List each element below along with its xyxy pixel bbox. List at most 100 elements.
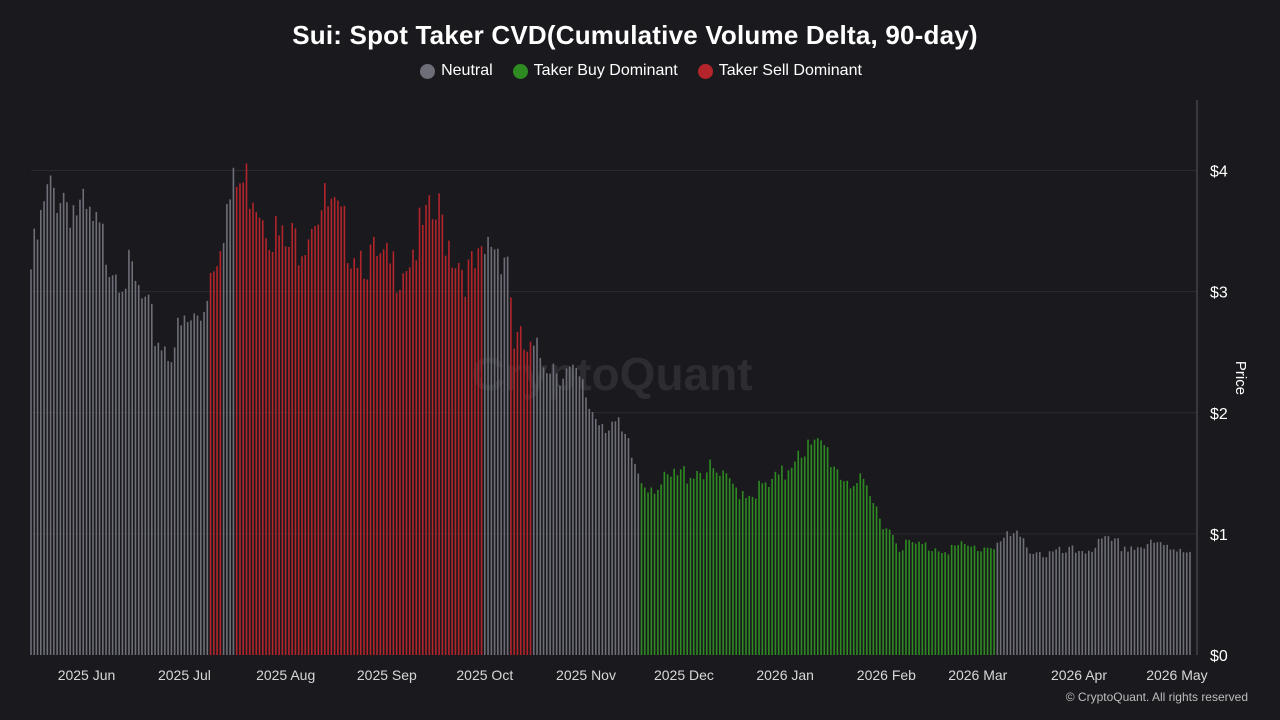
price-bar: [271, 251, 274, 655]
price-bar: [905, 539, 907, 655]
price-bar: [506, 256, 509, 655]
price-bar: [454, 268, 457, 655]
price-bar: [98, 222, 101, 655]
price-bar: [630, 457, 633, 655]
price-bar: [343, 205, 346, 655]
price-bar: [95, 211, 98, 655]
price-bar: [741, 491, 744, 655]
price-bar: [764, 482, 767, 655]
legend-dot-neutral: [420, 63, 436, 79]
price-bar: [373, 236, 375, 655]
legend-label-sell: Taker Sell Dominant: [718, 62, 862, 79]
price-bar: [699, 472, 702, 655]
price-bar: [444, 255, 447, 655]
price-bar: [337, 200, 339, 656]
price-bar: [803, 456, 806, 655]
x-tick-label: 2026 Apr: [1051, 667, 1107, 683]
axes: $0 $1 $2 $3 $4 Price 2025 Jun 2025 Jul 2025 Aug 2…: [58, 100, 1249, 683]
price-bar: [663, 471, 666, 655]
price-bar: [859, 473, 862, 655]
price-bar: [754, 498, 757, 655]
price-bar: [134, 280, 137, 655]
price-bar: [823, 445, 826, 655]
price-bar: [128, 249, 130, 655]
price-bar: [1110, 540, 1113, 655]
y-tick-label: $0: [1210, 648, 1228, 665]
price-bar: [572, 364, 574, 655]
price-bar: [229, 199, 231, 656]
price-bar: [826, 447, 829, 655]
price-bar: [529, 341, 532, 655]
price-bar: [291, 222, 293, 655]
x-tick-label: 2026 May: [1146, 667, 1207, 683]
price-bar: [885, 528, 888, 655]
price-bar: [797, 450, 800, 655]
price-bar: [46, 184, 49, 655]
price-bar: [118, 292, 120, 655]
price-bar: [415, 260, 418, 655]
price-bar: [1140, 547, 1142, 655]
grid-lines: [31, 170, 1197, 535]
price-bar: [813, 439, 816, 655]
price-bar: [1029, 553, 1031, 655]
price-bar: [950, 544, 953, 655]
legend: Neutral Taker Buy Dominant Taker Sell Do…: [0, 62, 1280, 80]
price-bar: [105, 264, 107, 655]
price-bar: [807, 439, 809, 655]
price-bar: [310, 228, 313, 655]
price-bar: [683, 466, 685, 655]
legend-item-buy[interactable]: Taker Buy Dominant: [512, 62, 678, 80]
price-bar: [771, 478, 773, 655]
price-bar: [751, 496, 754, 655]
price-bar: [833, 466, 835, 655]
legend-item-neutral[interactable]: Neutral: [420, 62, 493, 80]
price-bar: [1163, 545, 1165, 655]
price-bar: [510, 297, 512, 655]
price-bar: [219, 251, 222, 655]
price-bar: [565, 368, 568, 655]
price-bar: [872, 502, 875, 655]
price-bar: [183, 315, 186, 655]
price-bar: [62, 192, 65, 655]
price-bar: [275, 216, 277, 655]
price-bar: [1136, 547, 1139, 655]
price-bar: [124, 288, 127, 655]
price-bar: [170, 362, 173, 655]
price-bar: [1035, 552, 1038, 655]
price-bar: [768, 486, 770, 655]
price-bar: [330, 198, 333, 656]
legend-label-neutral: Neutral: [441, 62, 493, 79]
price-bar: [359, 250, 362, 655]
price-bar: [787, 470, 790, 655]
price-bar: [1169, 549, 1172, 655]
price-bar: [438, 193, 440, 656]
price-bar: [921, 544, 924, 655]
price-bar: [487, 236, 489, 655]
price-bar: [941, 553, 943, 655]
price-bar: [464, 296, 467, 655]
price-bar: [30, 269, 32, 655]
price-bar: [53, 187, 55, 655]
price-bar: [399, 289, 401, 655]
legend-item-sell[interactable]: Taker Sell Dominant: [697, 62, 862, 80]
price-bar: [1039, 552, 1041, 655]
price-bar: [875, 506, 878, 655]
price-bar: [157, 342, 160, 655]
price-bar: [983, 547, 986, 655]
x-tick-label: 2025 Dec: [654, 667, 714, 683]
price-bar: [1091, 551, 1093, 655]
price-bar: [281, 225, 284, 655]
price-bar: [1123, 546, 1126, 655]
y-tick-label: $3: [1210, 285, 1228, 302]
price-bar: [869, 496, 871, 655]
price-bar: [957, 545, 959, 655]
price-bar: [901, 550, 904, 655]
price-bar: [395, 292, 398, 655]
price-bar: [425, 204, 427, 655]
price-bar: [653, 493, 656, 655]
price-bar: [1120, 551, 1123, 655]
price-bar: [108, 277, 111, 655]
price-bar: [56, 213, 58, 656]
price-bar: [154, 345, 156, 655]
price-bar: [898, 551, 901, 655]
